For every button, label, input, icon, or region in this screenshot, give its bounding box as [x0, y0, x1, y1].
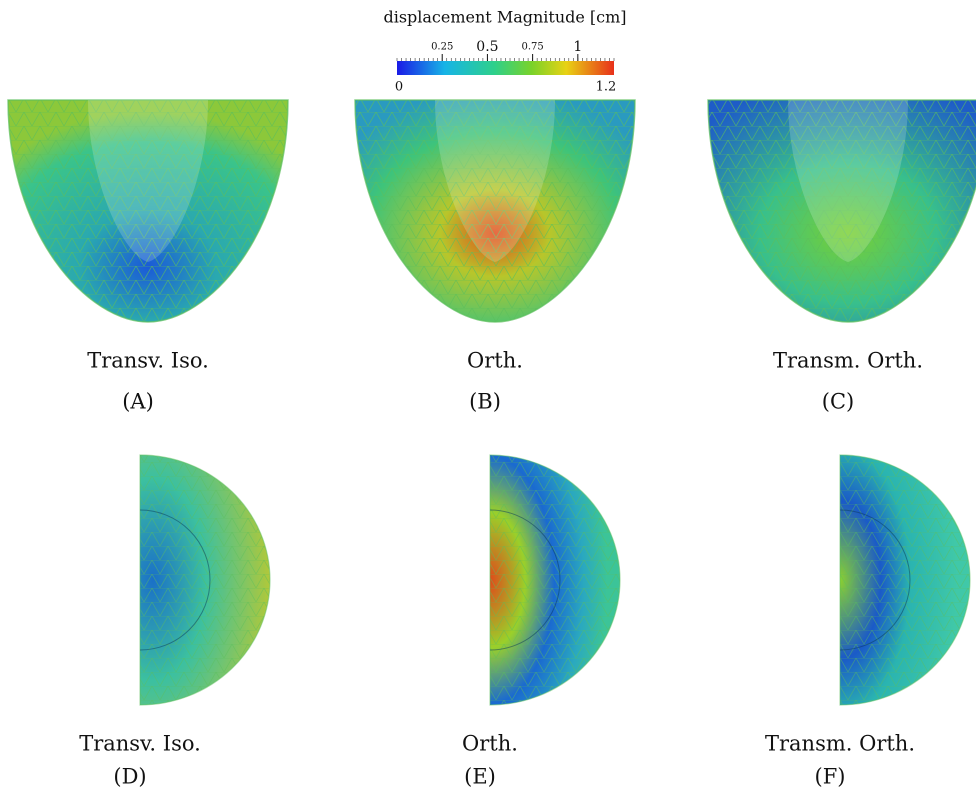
panel-caption: Transv. Iso.	[79, 732, 201, 756]
tick-label: 0.25	[431, 42, 453, 53]
panel-letter: (B)	[469, 390, 501, 414]
colorbar-max: 1.2	[596, 80, 617, 95]
colorbar-title: displacement Magnitude [cm]	[383, 8, 626, 27]
panel-letter: (A)	[122, 390, 154, 414]
panel-letter: (E)	[464, 765, 496, 789]
panel-letter: (D)	[113, 765, 146, 789]
panel-caption: Orth.	[467, 349, 523, 373]
mesh-overlay	[840, 455, 970, 705]
panel-caption: Transm. Orth.	[773, 349, 923, 373]
tick-label: 1	[573, 39, 582, 55]
mesh-overlay	[140, 455, 270, 705]
colorbar	[397, 61, 614, 75]
tick-label: 0.5	[476, 39, 498, 55]
panel-letter: (F)	[815, 765, 846, 789]
panel-caption: Transv. Iso.	[87, 349, 209, 373]
colorbar-min: 0	[395, 80, 403, 95]
panel-letter: (C)	[822, 390, 854, 414]
tick-label: 0.75	[521, 42, 543, 53]
panel-caption: Orth.	[462, 732, 518, 756]
figure: displacement Magnitude [cm] 0.25 0.5 0.75 1…	[0, 0, 976, 792]
mesh-overlay	[490, 455, 620, 705]
panel-caption: Transm. Orth.	[765, 732, 915, 756]
